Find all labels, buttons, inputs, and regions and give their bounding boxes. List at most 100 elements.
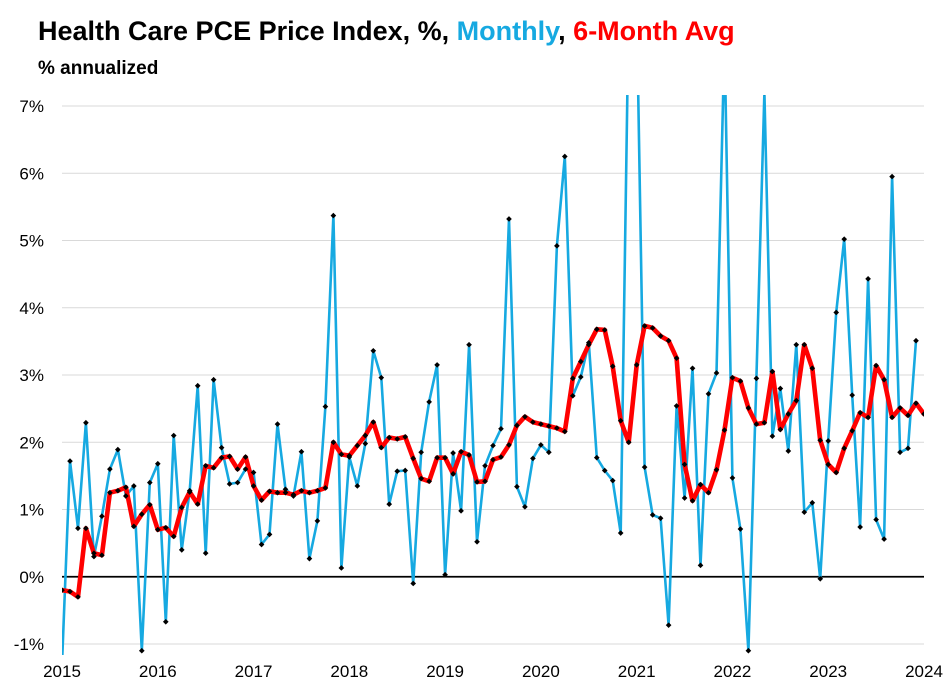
data-point [338, 565, 345, 571]
data-point [649, 512, 656, 518]
data-point [314, 518, 321, 524]
data-point [657, 333, 664, 339]
data-point [242, 454, 249, 460]
data-point [410, 580, 417, 587]
data-point [833, 309, 840, 316]
y-tick-label: 4% [19, 299, 44, 318]
data-point [641, 464, 648, 470]
data-point [146, 479, 153, 486]
data-point [841, 236, 848, 242]
data-point [178, 504, 185, 511]
data-point [905, 412, 911, 419]
data-point [865, 276, 871, 282]
data-point [83, 419, 89, 426]
x-tick-label: 2020 [522, 662, 560, 681]
data-point [609, 477, 616, 484]
data-point [793, 341, 800, 348]
data-point [785, 448, 792, 454]
data-point [306, 555, 313, 562]
data-point [737, 378, 744, 384]
data-point [290, 491, 297, 498]
data-point [402, 434, 409, 440]
y-tick-label: 3% [19, 366, 44, 385]
data-point [801, 341, 808, 348]
data-point [154, 526, 161, 533]
data-point [617, 530, 624, 536]
data-point [226, 481, 233, 487]
data-point [202, 550, 209, 557]
data-point [729, 475, 736, 481]
data-point [386, 501, 393, 507]
y-tick-label: 1% [19, 501, 44, 520]
y-tick-label: 2% [19, 433, 44, 452]
data-point [570, 375, 576, 382]
data-point [769, 433, 776, 439]
data-point [769, 368, 776, 375]
data-point [378, 444, 385, 451]
data-point [761, 95, 768, 96]
data-point [250, 469, 257, 476]
data-point [601, 467, 608, 474]
x-tick-label: 2021 [618, 662, 656, 681]
data-point [306, 489, 313, 496]
chart-title: Health Care PCE Price Index, %, Monthly,… [38, 16, 735, 47]
data-point [370, 347, 377, 354]
data-point [681, 495, 688, 501]
data-point [67, 458, 73, 464]
data-point [897, 405, 903, 411]
data-point [266, 488, 273, 495]
data-point [362, 440, 369, 447]
data-point [258, 541, 265, 548]
data-point [466, 452, 472, 458]
data-point [274, 489, 281, 496]
data-point [354, 442, 361, 449]
title-part-avg: 6-Month Avg [573, 16, 735, 46]
data-point [721, 427, 728, 433]
data-point [258, 497, 265, 503]
data-point [777, 426, 784, 433]
x-tick-label: 2023 [809, 662, 847, 681]
data-point [625, 439, 632, 446]
data-point [394, 436, 401, 442]
data-point [697, 562, 704, 569]
data-point [458, 448, 464, 455]
data-point [689, 365, 696, 372]
data-point [817, 575, 824, 582]
data-point [330, 212, 337, 219]
data-point [873, 516, 879, 523]
data-point [849, 427, 855, 434]
data-point [186, 489, 193, 495]
title-part-main: Health Care PCE Price Index, %, [38, 16, 457, 46]
data-point [849, 392, 856, 398]
data-point [609, 363, 616, 370]
data-point [378, 374, 385, 381]
data-point [538, 421, 544, 427]
series-layer [62, 2, 924, 655]
data-point [170, 533, 177, 540]
data-point [881, 536, 887, 542]
series-monthly-markers [67, 2, 919, 654]
data-point [458, 507, 464, 514]
data-point [418, 449, 424, 456]
data-point [170, 432, 177, 439]
data-point [833, 469, 840, 476]
data-point [777, 385, 784, 392]
data-point [634, 2, 640, 8]
data-point [298, 487, 305, 494]
data-point [554, 243, 560, 249]
y-tick-label: -1% [14, 635, 44, 654]
data-point [194, 382, 201, 389]
data-point [530, 455, 536, 462]
data-point [107, 489, 113, 496]
data-point [554, 425, 560, 431]
data-point [561, 153, 568, 160]
data-point [506, 216, 512, 222]
data-point [673, 355, 680, 362]
data-point [282, 486, 289, 493]
data-point [681, 461, 688, 468]
data-point [665, 337, 672, 344]
data-point [921, 411, 924, 417]
data-point [745, 647, 752, 654]
data-point [338, 451, 345, 458]
